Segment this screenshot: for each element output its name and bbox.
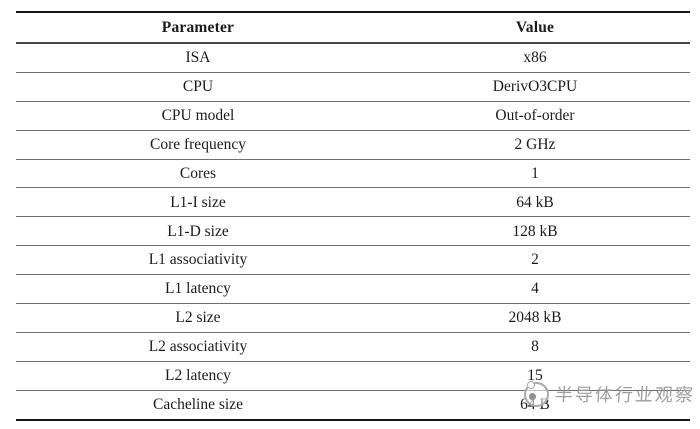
- header-value: Value: [515, 18, 555, 36]
- parameter-cell: L1-D size: [167, 222, 229, 240]
- table-row: L2 latency 15: [16, 361, 690, 391]
- parameter-cell: L1 associativity: [148, 251, 248, 269]
- value-cell: 64 B: [520, 395, 550, 413]
- parameter-cell: ISA: [185, 49, 211, 67]
- value-cell: Out-of-order: [495, 106, 575, 124]
- parameter-cell: CPU: [182, 78, 214, 96]
- table-header-row: Parameter Value: [16, 12, 690, 43]
- parameter-cell: CPU model: [161, 106, 235, 124]
- parameter-cell: L2 size: [175, 309, 221, 327]
- value-cell: 1: [531, 164, 539, 182]
- value-cell: DerivO3CPU: [492, 78, 578, 96]
- table-row: L1-D size 128 kB: [16, 217, 690, 246]
- value-cell: 64 kB: [516, 193, 554, 211]
- table-row: CPU DerivO3CPU: [16, 72, 690, 102]
- table-row: ISA x86: [16, 43, 690, 73]
- parameter-cell: L2 latency: [165, 366, 231, 384]
- table-row: L1 latency 4: [16, 275, 690, 304]
- value-cell: 2: [531, 251, 539, 269]
- table-row: CPU model Out-of-order: [16, 101, 690, 131]
- parameter-cell: Core frequency: [149, 135, 246, 153]
- parameter-cell: Cores: [179, 164, 217, 182]
- parameter-cell: L2 associativity: [148, 338, 248, 356]
- header-parameter: Parameter: [161, 18, 235, 36]
- parameter-cell: Cacheline size: [153, 395, 243, 413]
- table-row: Core frequency 2 GHz: [16, 130, 690, 160]
- parameters-table: Parameter Value ISA x86 CPU DerivO3CPU CPU m…: [16, 11, 690, 421]
- table-row: Cacheline size 64 B: [16, 390, 690, 420]
- table-row: Cores 1: [16, 159, 690, 188]
- value-cell: x86: [523, 49, 547, 67]
- value-cell: 4: [531, 280, 539, 298]
- value-cell: 2 GHz: [514, 135, 556, 153]
- table-row: L1-I size 64 kB: [16, 188, 690, 217]
- table-row: L1 associativity 2: [16, 246, 690, 275]
- value-cell: 15: [527, 366, 543, 384]
- table-row: L2 size 2048 kB: [16, 304, 690, 333]
- table-row: L2 associativity 8: [16, 332, 690, 362]
- value-cell: 8: [531, 338, 539, 356]
- value-cell: 128 kB: [512, 222, 558, 240]
- parameter-cell: L1 latency: [165, 280, 231, 298]
- parameter-cell: L1-I size: [170, 193, 226, 211]
- value-cell: 2048 kB: [508, 309, 562, 327]
